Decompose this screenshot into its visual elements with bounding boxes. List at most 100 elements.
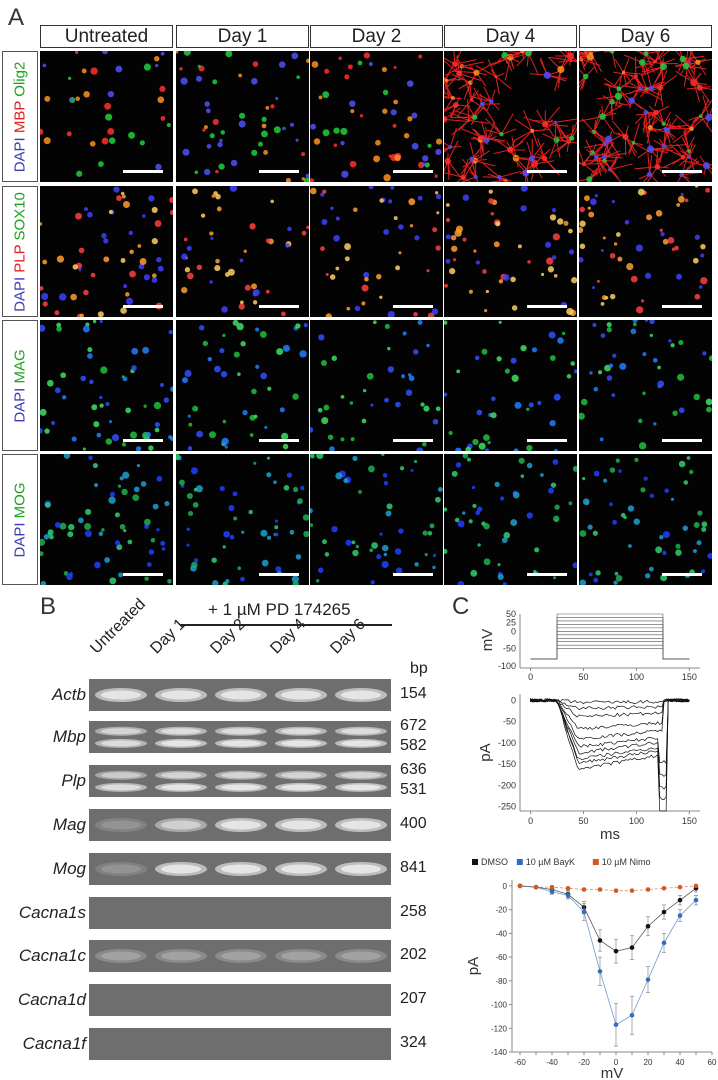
- cell-dot: [362, 388, 367, 393]
- cell-dot: [608, 363, 614, 368]
- cell-dot: [379, 295, 383, 299]
- cell-dot: [119, 476, 124, 481]
- cell-dot: [299, 350, 307, 358]
- cell-dot: [152, 503, 159, 510]
- band: [95, 818, 147, 832]
- band-core: [341, 951, 381, 961]
- cell-dot: [156, 256, 162, 263]
- data-point: [661, 909, 667, 915]
- scale-bar: [393, 573, 433, 576]
- cell-dot: [637, 188, 645, 196]
- cell-dot: [387, 366, 395, 373]
- cell-dot: [592, 322, 597, 328]
- cell-dot: [121, 194, 126, 199]
- cell-dot: [520, 205, 527, 212]
- cell-dot: [416, 447, 424, 451]
- cell-dot: [327, 434, 334, 440]
- cell-dot: [371, 542, 378, 549]
- x-tick-label: -20: [578, 1058, 590, 1067]
- cell-dot: [456, 369, 461, 374]
- cell-dot: [500, 496, 505, 501]
- cell-dot: [383, 174, 391, 182]
- bp-label: 207: [400, 990, 427, 1007]
- iv-curve-chart: 0 -20 -40 -60 -80 -100 -120 -140 -60 -40 -20 0 20 40 6…: [465, 857, 717, 1078]
- panel-c-letter: C: [452, 593, 470, 620]
- process: [663, 111, 672, 125]
- cell-dot: [444, 78, 449, 83]
- cell-dot: [462, 194, 470, 201]
- process: [688, 115, 701, 121]
- process: [593, 109, 602, 133]
- cell-dot: [203, 168, 211, 176]
- cell-dot: [677, 195, 685, 203]
- cell-dot: [527, 260, 531, 264]
- cell-dot: [283, 485, 290, 491]
- cell-dot: [407, 116, 413, 122]
- process: [515, 130, 533, 147]
- cell-dot: [520, 344, 527, 352]
- cell-dot: [572, 562, 577, 569]
- cell-dot: [128, 230, 134, 236]
- band: [155, 949, 207, 963]
- cell-dot: [424, 553, 428, 557]
- cell-dot: [398, 251, 402, 255]
- cell-dot: [702, 351, 707, 356]
- cell-dot: [393, 99, 399, 105]
- cell-dot: [59, 522, 67, 530]
- band: [95, 949, 147, 963]
- cell-dot: [78, 268, 82, 272]
- cell-dot: [252, 61, 259, 67]
- process: [685, 65, 707, 70]
- cell-dot: [551, 208, 557, 213]
- bp-label: 324: [400, 1034, 427, 1051]
- bp-label: 531: [400, 781, 427, 798]
- cell-dot: [340, 394, 345, 399]
- cell-dot: [60, 372, 67, 379]
- gel-strip: [89, 897, 391, 929]
- cell-dot: [549, 214, 557, 221]
- column-header: Day 1: [176, 25, 309, 48]
- cell-dot: [54, 310, 60, 316]
- cell-dot: [71, 436, 77, 442]
- process: [456, 55, 460, 74]
- process: [595, 156, 608, 166]
- cell-dot: [179, 479, 185, 486]
- cell-dot: [540, 473, 544, 477]
- cell-dot: [445, 203, 450, 207]
- cell-dot: [624, 219, 630, 225]
- process: [471, 146, 483, 160]
- cell-dot: [696, 540, 702, 546]
- cell-dot: [361, 284, 369, 292]
- cell-dot: [154, 421, 161, 428]
- process: [681, 174, 691, 182]
- process: [502, 51, 506, 56]
- cell-dot: [640, 487, 646, 493]
- cell-dot: [414, 562, 419, 567]
- cell-dot: [186, 272, 194, 280]
- band: [215, 770, 267, 780]
- process: [478, 93, 492, 102]
- process: [688, 150, 695, 173]
- cell-dot: [694, 234, 701, 240]
- micrograph: [579, 186, 712, 317]
- cell-dot: [43, 137, 51, 145]
- band-core: [101, 784, 141, 791]
- scale-bar: [662, 573, 702, 576]
- cell-dot: [692, 549, 697, 554]
- cell-dot: [410, 468, 414, 473]
- micrograph: [444, 454, 577, 585]
- cell-dot: [366, 372, 374, 380]
- cell-dot: [93, 421, 100, 428]
- cell-dot: [476, 506, 483, 512]
- cell-dot: [305, 173, 309, 179]
- process: [531, 119, 556, 123]
- cell-dot: [289, 529, 295, 535]
- cell-dot: [210, 236, 214, 240]
- process: [647, 152, 651, 175]
- cell-dot: [320, 246, 325, 252]
- process: [654, 51, 665, 62]
- cell-dot: [495, 221, 501, 227]
- y-tick-label: -60: [495, 953, 507, 962]
- micrograph-texture: [579, 320, 712, 450]
- cell-dot: [592, 530, 598, 536]
